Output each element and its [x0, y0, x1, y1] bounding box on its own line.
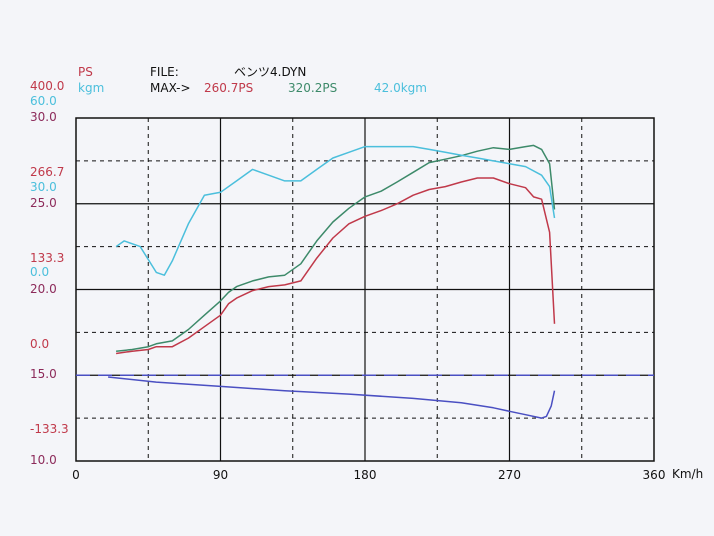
- x-tick-label: 0: [72, 468, 80, 482]
- max-ps2-value: 320.2PS: [288, 81, 337, 95]
- ps-unit-label: PS: [78, 65, 93, 79]
- left-axis-label: 30.0: [30, 110, 57, 124]
- left-axis-label: 133.3: [30, 251, 64, 265]
- left-axis-label: 20.0: [30, 282, 57, 296]
- max-kgm-value: 42.0kgm: [374, 81, 427, 95]
- kgm-unit-label: kgm: [78, 81, 104, 95]
- x-axis-label: Km/h: [672, 467, 703, 481]
- x-tick-label: 270: [498, 468, 521, 482]
- chart-grid: [76, 118, 654, 461]
- left-axis-label: -133.3: [30, 422, 69, 436]
- x-tick-label: 360: [643, 468, 666, 482]
- x-tick-label: 180: [354, 468, 377, 482]
- series-line-ps2: [116, 144, 556, 352]
- series-line-ps: [115, 177, 556, 355]
- left-axis-label: 266.7: [30, 165, 64, 179]
- series-line-blue: [108, 376, 556, 419]
- left-axis-labels: 400.060.030.0266.730.025.0133.30.020.00.…: [30, 79, 69, 467]
- left-axis-label: 10.0: [30, 453, 57, 467]
- max-ps-value: 260.7PS: [204, 81, 253, 95]
- max-label: MAX->: [150, 81, 191, 95]
- left-axis-label: 25.0: [30, 196, 57, 210]
- file-name: ベンツ4.DYN: [234, 65, 306, 79]
- x-tick-label: 90: [213, 468, 228, 482]
- series-line-kgm: [115, 145, 556, 276]
- left-axis-label: 0.0: [30, 337, 49, 351]
- left-axis-label: 400.0: [30, 79, 64, 93]
- left-axis-label: 60.0: [30, 94, 57, 108]
- file-label: FILE:: [150, 65, 179, 79]
- left-axis-label: 0.0: [30, 265, 49, 279]
- x-axis-ticks: 0 90 180 270 360: [72, 468, 665, 482]
- plot-frame: [75, 117, 655, 462]
- chart-series: [108, 144, 556, 419]
- left-axis-label: 30.0: [30, 180, 57, 194]
- left-axis-label: 15.0: [30, 367, 57, 381]
